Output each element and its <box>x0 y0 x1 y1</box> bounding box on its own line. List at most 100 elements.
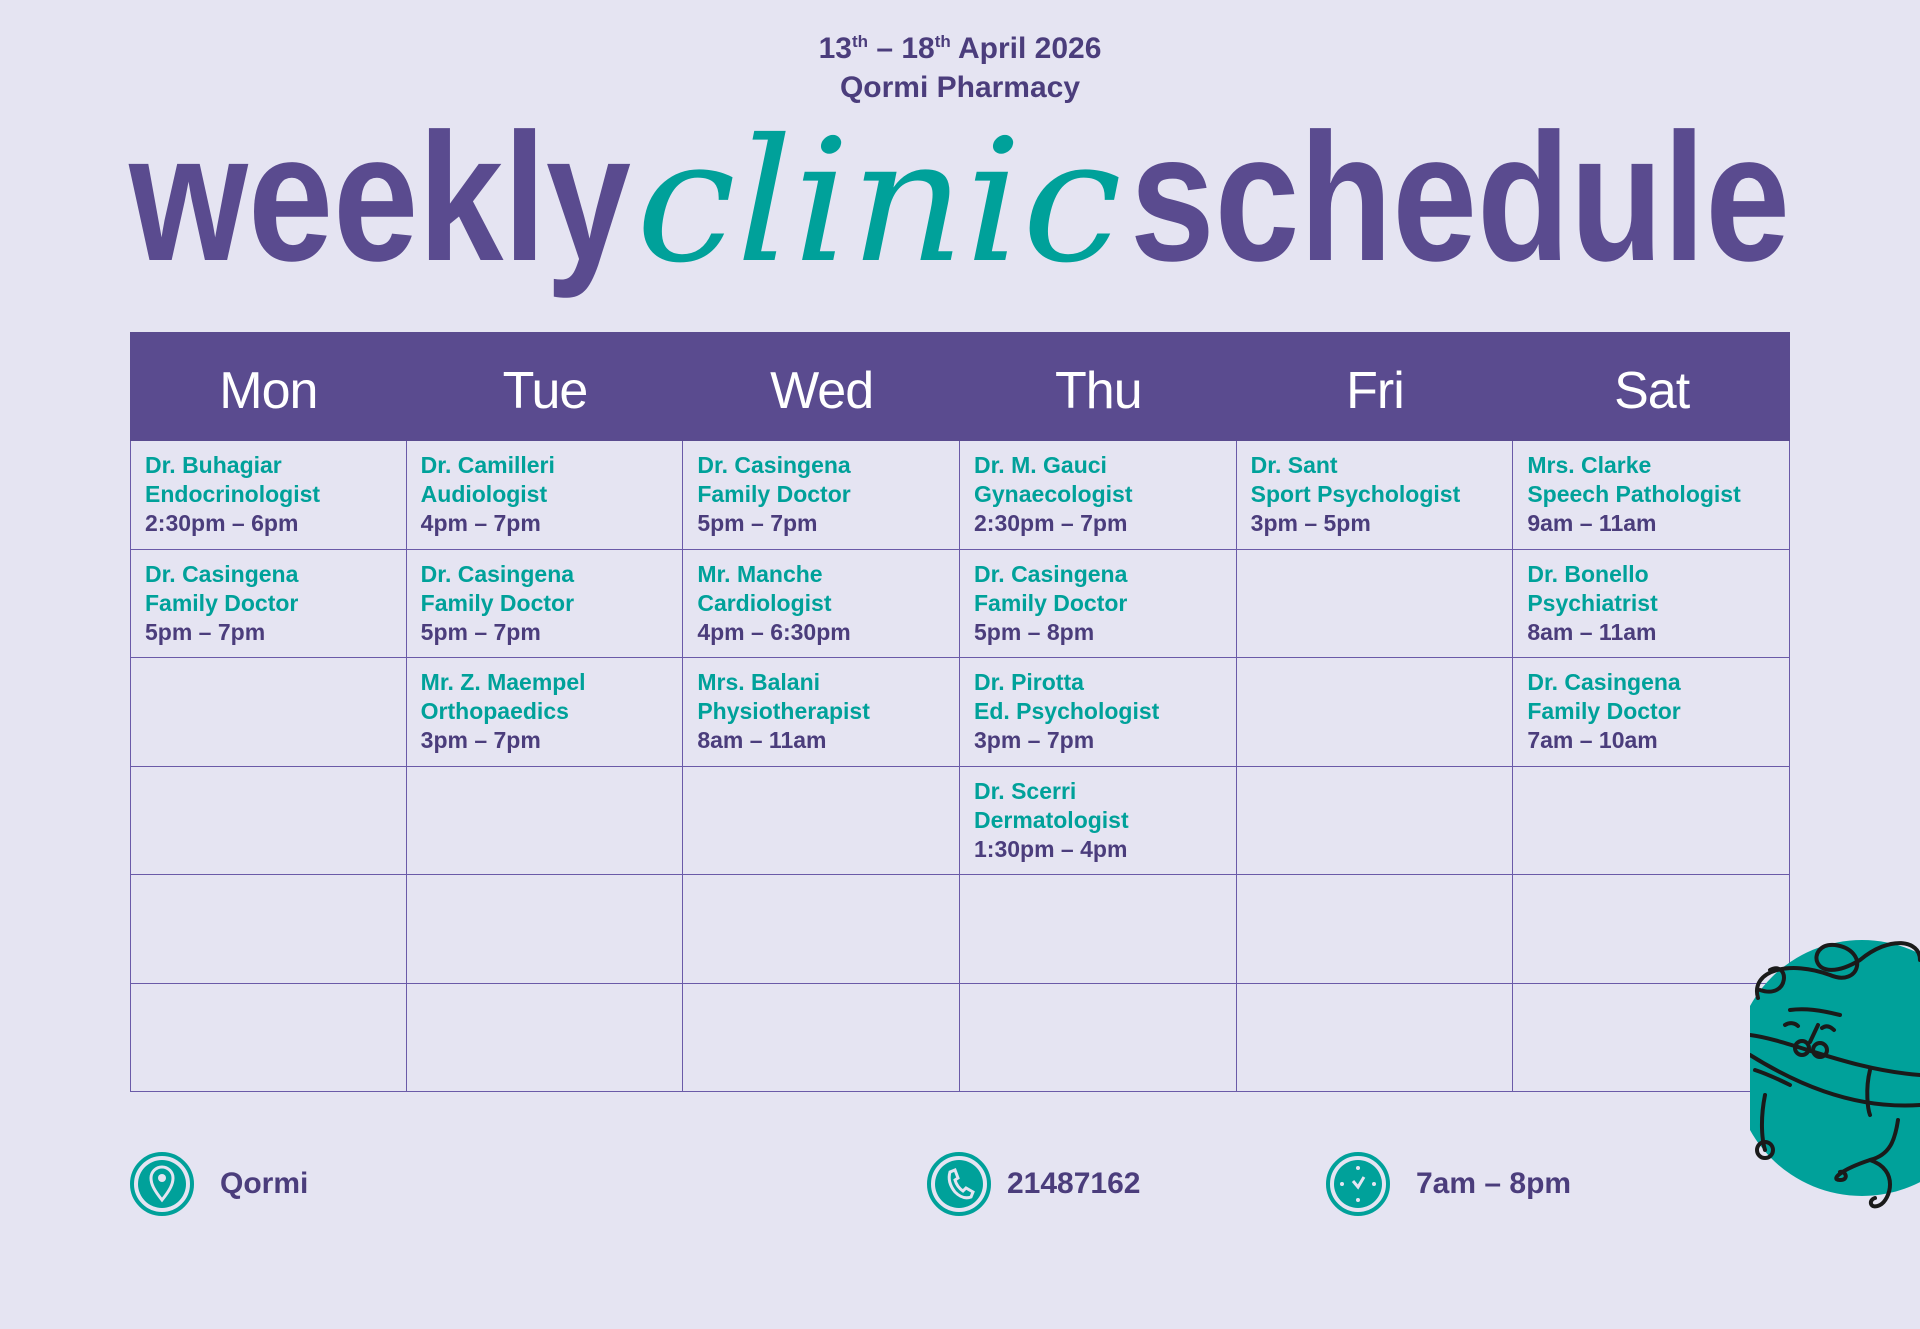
title-schedule: schedule <box>1130 110 1790 299</box>
doctor-name: Dr. Pirotta <box>974 669 1084 695</box>
empty-cell <box>1513 875 1790 984</box>
appointment-time: 5pm – 8pm <box>974 618 1095 645</box>
day-header-thu: Thu <box>1055 362 1143 420</box>
appointment-cell: Mrs. Balani Physiotherapist 8am – 11am <box>683 658 960 767</box>
masked-mascot-illustration <box>1750 940 1920 1209</box>
appointment-time: 9am – 11am <box>1527 510 1657 536</box>
schedule-table: Mon Tue Wed Thu Fri Sat Dr. Buhagiar Endocrino… <box>130 332 1790 1092</box>
day-header-row: Mon Tue Wed Thu Fri Sat <box>130 332 1790 441</box>
date-end: 18 <box>901 32 935 65</box>
location-text: Qormi <box>220 1167 309 1200</box>
appointment-cell: Dr. Casingena Family Doctor 7am – 10am <box>1513 658 1790 767</box>
empty-cell <box>1236 875 1514 984</box>
pharmacy-name: Qormi Pharmacy <box>839 71 1081 104</box>
day-header-fri: Fri <box>1346 362 1405 420</box>
doctor-name: Mrs. Clarke <box>1527 452 1652 478</box>
date-end-suffix: th <box>934 32 951 51</box>
appointment-cell: Dr. M. Gauci Gynaecologist 2:30pm – 7pm <box>960 441 1237 550</box>
empty-cell <box>406 983 684 1092</box>
empty-cell <box>130 658 407 767</box>
footer-hours: 7am – 8pm <box>1326 1152 1571 1216</box>
clock-icon <box>1326 1152 1390 1216</box>
appointment-cell: Dr. Bonello Psychiatrist 8am – 11am <box>1513 549 1790 658</box>
appointment-time: 4pm – 7pm <box>420 510 541 536</box>
appointment-time: 5pm – 7pm <box>697 510 818 536</box>
appointment-time: 8am – 11am <box>1527 618 1657 645</box>
title-clinic: clinic <box>636 110 1122 300</box>
doctor-name: Dr. Casingena <box>145 560 299 587</box>
doctor-name: Dr. M. Gauci <box>974 452 1107 478</box>
date-start-suffix: th <box>851 32 868 51</box>
date-month-year: April 2026 <box>950 32 1102 65</box>
empty-cell <box>130 766 407 875</box>
doctor-name: Dr. Camilleri <box>420 452 555 478</box>
day-header-mon: Mon <box>219 362 318 420</box>
date-separator: – <box>868 32 902 65</box>
footer-phone: 21487162 <box>927 1152 1140 1216</box>
doctor-name: Dr. Sant <box>1250 452 1338 478</box>
appointment-time: 2:30pm – 6pm <box>145 510 299 536</box>
empty-cell <box>130 875 407 984</box>
map-pin-icon <box>130 1152 194 1216</box>
doctor-specialty: Family Doctor <box>974 589 1128 616</box>
appointment-cell: Dr. Camilleri Audiologist 4pm – 7pm <box>406 441 684 550</box>
appointment-cell: Dr. Sant Sport Psychologist 3pm – 5pm <box>1236 441 1514 550</box>
appointment-time: 4pm – 6:30pm <box>697 618 851 645</box>
appointment-cell: Dr. Scerri Dermatologist 1:30pm – 4pm <box>960 766 1237 875</box>
doctor-specialty: Family Doctor <box>420 589 575 616</box>
empty-cell <box>1513 766 1790 875</box>
appointment-cell: Dr. Buhagiar Endocrinologist 2:30pm – 6pm <box>130 441 407 550</box>
doctor-name: Dr. Casingena <box>974 560 1128 587</box>
phone-text: 21487162 <box>1007 1167 1141 1200</box>
title-weekly: weekly <box>128 110 631 299</box>
footer-location: Qormi <box>130 1152 308 1216</box>
appointment-time: 5pm – 7pm <box>420 618 541 645</box>
empty-cell <box>1236 549 1514 658</box>
doctor-specialty: Psychiatrist <box>1527 589 1658 616</box>
doctor-specialty: Gynaecologist <box>974 481 1133 507</box>
empty-cell <box>683 766 960 875</box>
date-start: 13 <box>818 32 852 65</box>
doctor-name: Mrs. Balani <box>697 669 821 695</box>
doctor-specialty: Orthopaedics <box>420 698 569 724</box>
empty-cell <box>1236 658 1514 767</box>
appointment-time: 3pm – 7pm <box>974 727 1095 753</box>
day-header-wed: Wed <box>770 362 874 420</box>
doctor-specialty: Physiotherapist <box>697 698 870 724</box>
empty-cell <box>960 875 1237 984</box>
doctor-specialty: Cardiologist <box>697 589 832 616</box>
doctor-specialty: Ed. Psychologist <box>974 698 1160 724</box>
appointment-cell: Dr. Casingena Family Doctor 5pm – 8pm <box>960 549 1237 658</box>
doctor-specialty: Audiologist <box>420 481 548 507</box>
page-title: weekly clinic schedule <box>128 110 1790 300</box>
empty-cell <box>130 983 407 1092</box>
doctor-specialty: Family Doctor <box>697 481 851 507</box>
appointment-cell: Mr. Manche Cardiologist 4pm – 6:30pm <box>683 549 960 658</box>
doctor-specialty: Family Doctor <box>145 589 299 616</box>
empty-cell <box>1236 766 1514 875</box>
empty-cell <box>1513 983 1790 1092</box>
empty-cell <box>960 983 1237 1092</box>
doctor-specialty: Dermatologist <box>974 806 1129 833</box>
appointment-time: 3pm – 5pm <box>1250 510 1371 536</box>
doctor-name: Dr. Buhagiar <box>145 452 282 478</box>
doctor-name: Mr. Manche <box>697 560 823 587</box>
appointment-time: 7am – 10am <box>1527 727 1658 753</box>
doctor-name: Dr. Scerri <box>974 777 1077 804</box>
appointment-time: 3pm – 7pm <box>420 727 541 753</box>
empty-cell <box>683 875 960 984</box>
doctor-specialty: Speech Pathologist <box>1527 481 1741 507</box>
doctor-specialty: Sport Psychologist <box>1250 481 1461 507</box>
hours-text: 7am – 8pm <box>1416 1167 1572 1200</box>
doctor-specialty: Family Doctor <box>1527 698 1681 724</box>
doctor-name: Dr. Casingena <box>1527 669 1681 695</box>
appointment-cell: Dr. Pirotta Ed. Psychologist 3pm – 7pm <box>960 658 1237 767</box>
doctor-name: Dr. Casingena <box>420 560 575 587</box>
appointment-time: 2:30pm – 7pm <box>974 510 1128 536</box>
empty-cell <box>406 766 684 875</box>
empty-cell <box>683 983 960 1092</box>
doctor-specialty: Endocrinologist <box>145 481 321 507</box>
doctor-name: Dr. Bonello <box>1527 560 1649 587</box>
phone-icon <box>927 1152 991 1216</box>
date-range: 13th – 18th April 2026 <box>0 32 1920 66</box>
